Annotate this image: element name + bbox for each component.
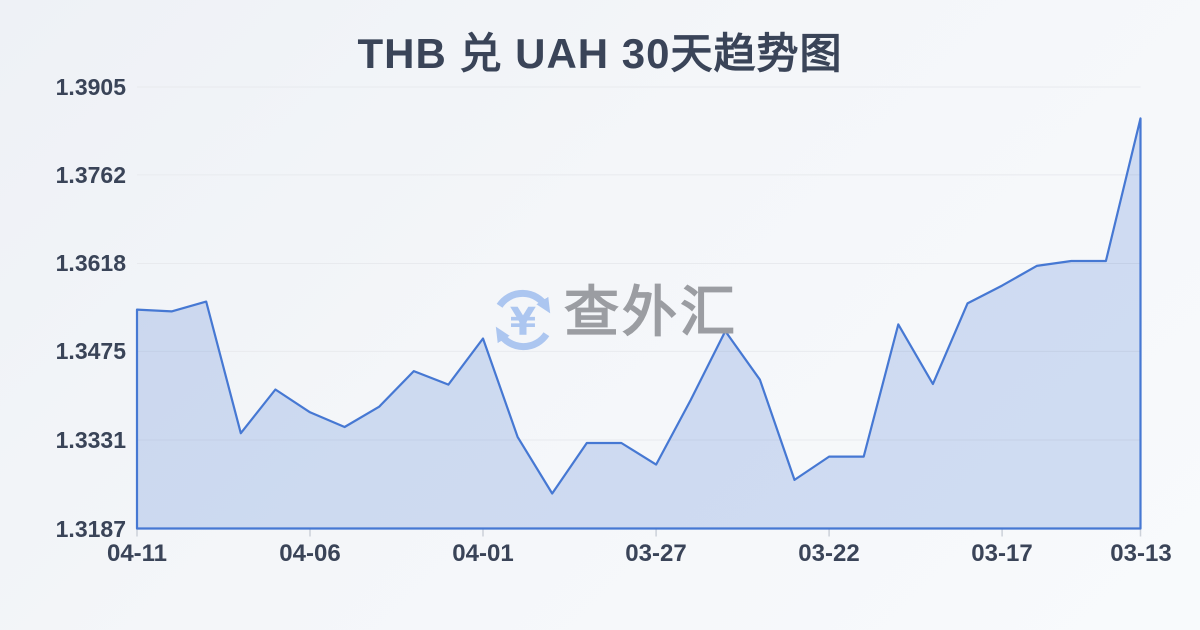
x-axis-label: 03-13 — [1110, 540, 1172, 567]
watermark-text: 查外汇 — [564, 281, 739, 343]
area-fill — [135, 117, 1142, 530]
y-axis-label: 1.3475 — [55, 338, 126, 364]
x-axis-label: 03-27 — [625, 540, 687, 567]
y-axis-label: 1.3187 — [55, 516, 126, 542]
x-axis-label: 04-01 — [452, 540, 514, 567]
y-axis-label: 1.3618 — [55, 250, 126, 276]
page-title: THB 兑 UAH 30天趋势图 — [357, 30, 843, 77]
x-axis-label: 03-22 — [798, 540, 860, 567]
y-axis-label: 1.3905 — [55, 74, 126, 100]
watermark: 查外汇 — [488, 285, 738, 340]
x-axis-label: 04-11 — [106, 540, 168, 567]
y-axis-label: 1.3331 — [55, 427, 126, 453]
watermark-exchange-icon: ¥ — [495, 289, 551, 351]
yen-icon: ¥ — [510, 300, 536, 344]
y-axis-label: 1.3762 — [55, 162, 126, 188]
x-axis-ticks — [136, 528, 1142, 537]
x-axis-label: 03-17 — [971, 540, 1033, 567]
x-axis-label: 04-06 — [279, 540, 341, 567]
